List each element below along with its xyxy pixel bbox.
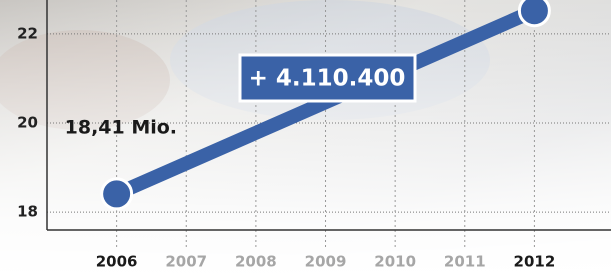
y-tick-label: 18 [17,203,38,221]
point [102,179,132,209]
y-tick-label: 20 [17,114,38,132]
point [519,0,549,26]
annotation: + 4.110.400 [240,55,415,101]
background-fade [0,0,611,277]
data-label: 18,41 Mio. [65,116,177,138]
x-tick-label: 2008 [235,253,277,271]
x-tick-label: 2012 [514,253,556,271]
page: {"chart_data": {"type": "line", "x": [20… [0,0,611,277]
y-tick-label: 22 [17,24,38,42]
annotation-text: + 4.110.400 [249,66,406,92]
x-tick-label: 2011 [444,253,486,271]
x-tick-label: 2009 [305,253,347,271]
x-tick-label: 2007 [165,253,207,271]
chart: 18,41 Mio. + 4.110.400 18 20 22 2006 2007 2008… [0,0,611,277]
x-tick-label: 2006 [96,253,138,271]
x-tick-label: 2010 [374,253,416,271]
